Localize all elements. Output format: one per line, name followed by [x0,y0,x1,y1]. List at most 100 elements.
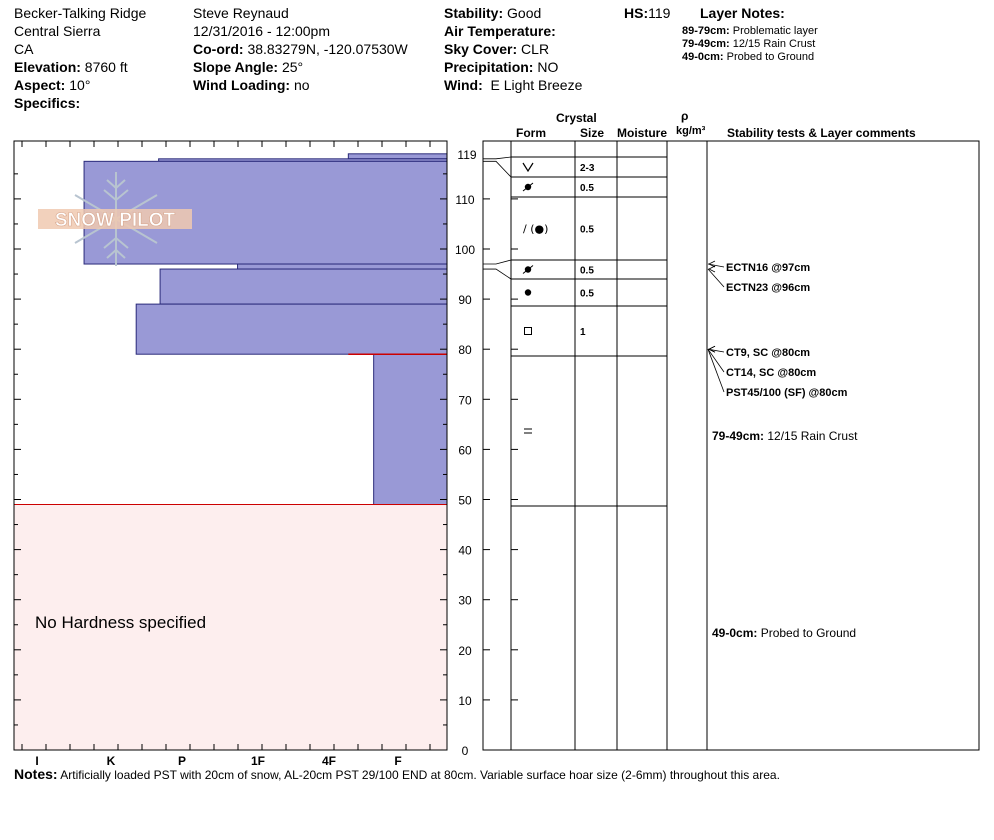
layer-boundary-lines [511,156,667,507]
stability-field: Stability: Good [444,4,541,22]
crystal-cell: 0.5 [522,182,594,194]
hs-field: HS:119 [624,4,670,22]
column-headers: Crystal Form Size Moisture ρ kg/m³ Stabi… [516,109,916,140]
rho-header: ρ [681,109,688,123]
slope-field: Slope Angle: 25° [193,58,303,76]
crystal-size: 1 [580,327,586,338]
depth-label: 0 [462,744,469,758]
crystal-cells: 2-3 0.5 / (●) 0.5 0.5 0.5 1 [522,162,595,434]
crystal-cell: 2-3 [522,162,595,174]
layer-note-2: 79-49cm: 12/15 Rain Crust [682,38,815,51]
layer-comment-text: 12/15 Rain Crust [767,429,858,443]
stability-value: Good [507,5,542,21]
coord-field: Co-ord: 38.83279N, -120.07530W [193,40,408,58]
crystal-size: 2-3 [580,163,595,174]
location-name: Becker-Talking Ridge [14,5,147,21]
crystal-cell: / (●) 0.5 [523,223,594,236]
crystal-cell [524,428,532,434]
slope-value: 25° [281,59,304,75]
stability-arrow [707,349,725,393]
hardness-graph-frame [13,140,448,751]
layer-note-1: 89-79cm: Problematic layer [682,25,818,38]
elevation-label: Elevation: [14,59,81,75]
hs-label: HS: [624,5,649,21]
hardness-bar [373,353,448,506]
crystal-size: 0.5 [580,225,594,236]
hs-value: 119 [648,5,671,21]
depth-label: 60 [458,443,472,457]
layer-comment: 49-0cm: Probed to Ground [712,626,856,640]
hardness-ticks [14,141,447,751]
wind-loading-field: Wind Loading: no [193,76,310,94]
faceted-icon [524,327,532,335]
air-temp-field: Air Temperature: [444,22,556,40]
rounded-grain-icon [524,289,532,296]
stability-test: CT14, SC @80cm [726,367,816,379]
wind-value: E Light Breeze [490,77,583,93]
sky-field: Sky Cover: CLR [444,40,549,58]
stability-label: Stability: [444,5,504,21]
depth-label: 90 [458,293,472,307]
crystal-table: 2-3 0.5 / (●) 0.5 0.5 0.5 1 [482,140,980,751]
rounded-facet-stroke [522,265,534,274]
crystal-cell: 0.5 [524,289,594,300]
snowpilot-logo: SNOW PILOT [38,172,192,266]
depth-label: 80 [458,343,472,357]
layer-note-3: 49-0cm: Probed to Ground [682,51,814,64]
notes-text: Artificially loaded PST with 20cm of sno… [60,768,780,782]
state-name: CA [14,41,34,57]
hardness-label: P [178,754,186,768]
wind-field: Wind: E Light Breeze [444,76,582,94]
depth-label: 100 [455,243,475,257]
coord-value: 38.83279N, -120.07530W [247,41,408,57]
stability-test: PST45/100 (SF) @80cm [726,387,848,399]
precip-value: NO [537,59,559,75]
air-temp-label: Air Temperature: [444,23,556,39]
stability-test: ECTN23 @96cm [726,282,810,294]
crystal-size: 0.5 [580,289,594,300]
layer-note-text: Problematic layer [732,25,818,37]
hardness-bar [347,153,448,160]
moisture-header: Moisture [617,126,667,140]
depth-connector [483,259,512,265]
aspect-label: Aspect: [14,77,66,93]
observation-datetime: 12/31/2016 - 12:00pm [193,23,330,39]
stability-arrow [707,348,725,373]
coord-label: Co-ord: [193,41,244,57]
specifics-label: Specifics: [14,95,81,111]
depth-label: 30 [458,594,472,608]
crystal-cell: 1 [524,327,586,338]
precip-label: Precipitation: [444,59,534,75]
depth-label: 10 [458,694,472,708]
depth-connectors [483,156,512,280]
snow-profile-chart: No Hardness specified SNOW PILOT 0 10 20 30… [13,109,980,768]
aspect-field: Aspect: 10° [14,76,90,94]
sky-label: Sky Cover: [444,41,518,57]
depth-label-top: 119 [457,148,476,162]
layer-note-text: Probed to Ground [726,51,815,63]
depth-label: 40 [458,544,472,558]
crystal-size: 0.5 [580,266,594,277]
comments-header: Stability tests & Layer comments [727,126,916,140]
layer-comment-range: 79-49cm: [712,429,767,443]
depth-label: 50 [458,494,472,508]
slope-label: Slope Angle: [193,59,279,75]
observer-name: Steve Reynaud [193,5,289,21]
crystal-size: 0.5 [580,183,594,194]
notes-label: Notes: [14,766,58,782]
stability-test: ECTN16 @97cm [726,262,810,274]
stability-tests: ECTN16 @97cm ECTN23 @96cm CT9, SC @80cm CT1… [707,260,858,640]
density-unit-header: kg/m³ [676,125,706,137]
no-hardness-text: No Hardness specified [35,613,206,632]
layer-note-text: 12/15 Rain Crust [732,38,816,50]
aspect-value: 10° [69,77,91,93]
hardness-label: F [394,754,401,768]
arrow-head [708,260,716,268]
rounded-facet-stroke [522,182,534,192]
hardness-bar [237,263,448,270]
depth-connector [483,156,512,160]
wind-loading-value: no [293,77,310,93]
hardness-bars [83,153,448,506]
specifics-field: Specifics: [14,94,80,112]
layer-note-range: 79-49cm: [682,38,730,50]
